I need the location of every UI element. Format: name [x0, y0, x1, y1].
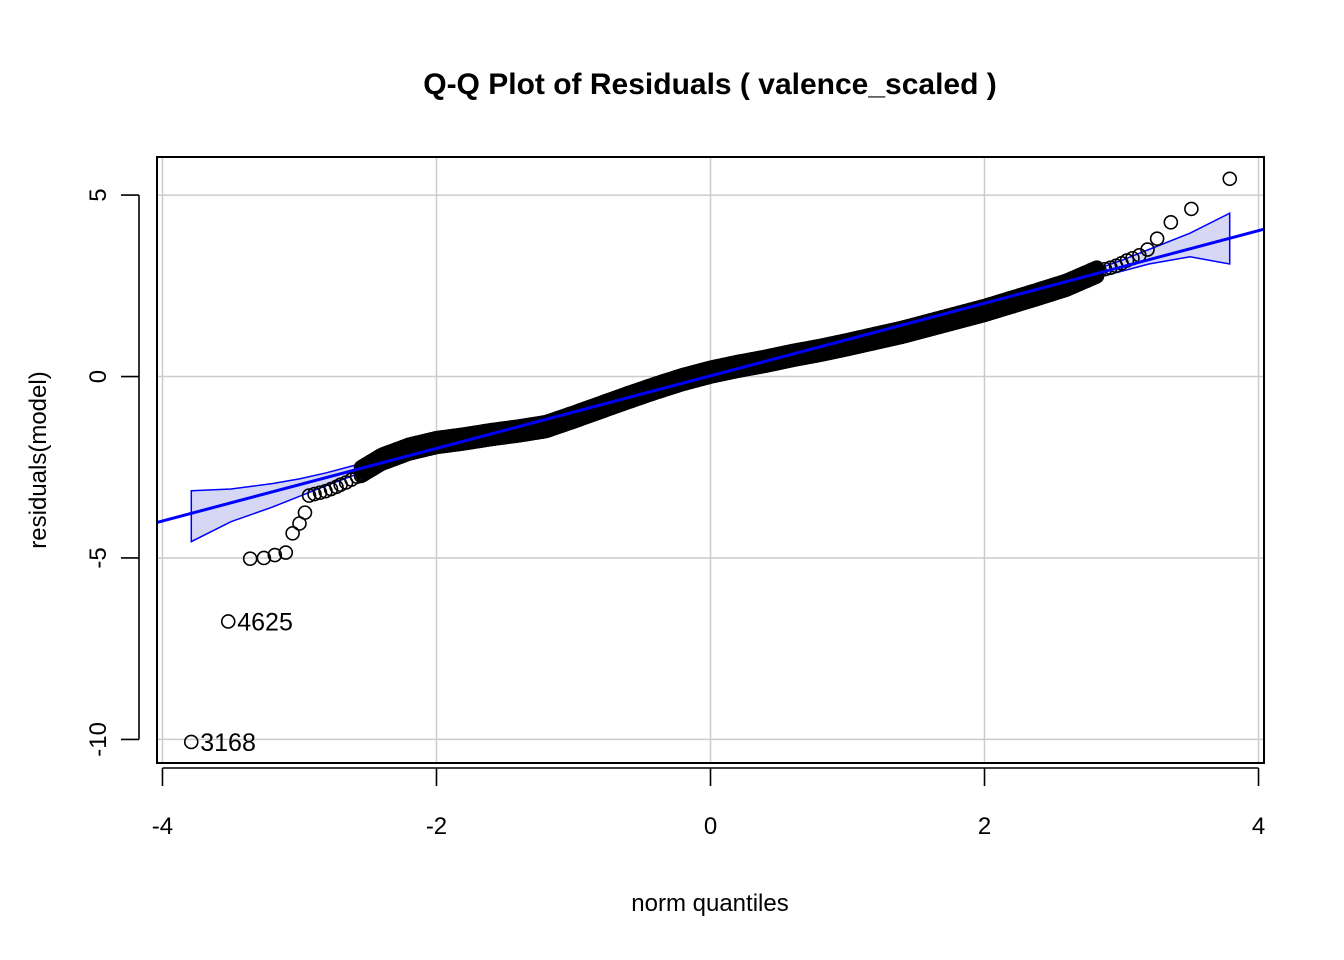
x-tick-label: -4 [152, 813, 173, 840]
outlier-label: 4625 [237, 608, 293, 636]
y-axis: -10 -5 0 5 [85, 188, 140, 757]
qq-point [301, 488, 317, 503]
plot-frame [156, 156, 1265, 764]
qq-point [256, 550, 272, 566]
x-tick-label: 0 [704, 813, 717, 840]
y-tick-label: 0 [85, 370, 112, 383]
x-tick-label: 2 [978, 813, 991, 840]
qq-point [297, 505, 313, 520]
x-axis: -4 -2 0 2 4 [152, 767, 1265, 840]
y-tick-label: 5 [85, 188, 112, 201]
chart-title: Q-Q Plot of Residuals ( valence_scaled ) [423, 68, 997, 101]
reference-line [156, 227, 1265, 524]
qq-point [1184, 201, 1199, 217]
qq-point [183, 734, 199, 750]
qq-point [220, 614, 236, 629]
x-tick-label: 4 [1252, 813, 1265, 840]
outlier-label: 3168 [200, 729, 256, 757]
qq-point [307, 486, 322, 502]
y-axis-label: residuals(model) [25, 371, 52, 548]
grid-lines [157, 157, 1264, 763]
qq-reference-line [156, 227, 1265, 524]
qq-point [278, 545, 294, 560]
dense-points-band [353, 260, 1105, 484]
qq-point [1140, 242, 1155, 257]
qq-point [1222, 171, 1238, 187]
x-axis-label: norm quantiles [631, 890, 788, 917]
qq-point [285, 526, 300, 541]
y-tick-label: -5 [85, 547, 112, 568]
qq-point [267, 547, 283, 563]
qq-point [1163, 215, 1179, 230]
x-tick-label: -2 [426, 813, 447, 840]
data-points: 3168 4625 [183, 171, 1238, 757]
y-tick-label: -10 [85, 722, 112, 757]
qq-point [1149, 231, 1165, 246]
